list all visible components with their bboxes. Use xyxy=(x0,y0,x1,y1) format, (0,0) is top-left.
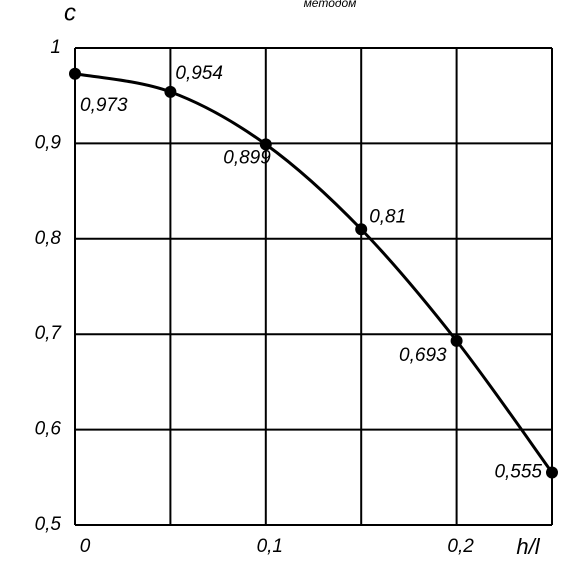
data-label: 0,555 xyxy=(494,462,542,483)
curve xyxy=(74,72,554,474)
data-point xyxy=(259,138,272,151)
data-label: 0,954 xyxy=(175,63,223,84)
data-label: 0,899 xyxy=(223,147,271,168)
y-tick-label: 0,5 xyxy=(35,514,62,535)
data-label: 0,81 xyxy=(369,206,406,227)
y-axis-label: c xyxy=(64,0,76,26)
x-tick-label: 0 xyxy=(80,536,91,557)
data-point xyxy=(355,223,368,236)
data-label: 0,693 xyxy=(399,345,447,366)
y-tick-label: 0,8 xyxy=(35,228,62,249)
chart-title: методом xyxy=(304,0,357,10)
data-point xyxy=(546,466,558,479)
data-point xyxy=(69,67,81,80)
x-tick-label: 0,2 xyxy=(447,536,474,557)
x-tick-label: 0,1 xyxy=(257,536,283,557)
y-tick-label: 0,7 xyxy=(35,323,63,344)
y-tick-label: 0,6 xyxy=(35,419,62,440)
data-point xyxy=(164,85,177,98)
y-tick-label: 1 xyxy=(50,37,61,58)
data-label: 0,973 xyxy=(80,95,128,116)
y-tick-label: 0,9 xyxy=(35,132,62,153)
data-point xyxy=(450,334,463,347)
x-axis-label: h/l xyxy=(516,534,540,559)
